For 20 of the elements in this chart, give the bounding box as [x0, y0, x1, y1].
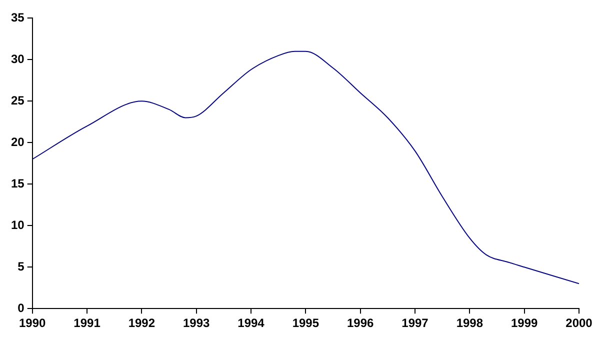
y-tick-label: 20	[10, 134, 25, 149]
x-tick-label: 1997	[402, 316, 429, 330]
x-tick-label: 1995	[292, 316, 320, 330]
y-tick-label: 30	[10, 52, 25, 66]
y-tick-label: 25	[10, 93, 25, 108]
line-series	[32, 50, 579, 284]
y-tick-label: 10	[10, 218, 25, 232]
y-tick-label: 0	[18, 300, 25, 315]
x-tick-label: 1990	[18, 316, 46, 330]
x-tick-label: 1994	[238, 316, 265, 330]
x-tick-label: 1998	[456, 316, 484, 330]
y-tick-label: 5	[18, 259, 25, 274]
x-tick-label: 2000	[566, 316, 593, 330]
x-tick-label: 1996	[346, 316, 374, 330]
x-tick-label: 1993	[182, 316, 210, 330]
x-tick-label: 1999	[510, 316, 538, 330]
y-tick-label: 35	[10, 10, 25, 25]
x-tick-label: 1992	[128, 316, 156, 330]
y-tick-label: 15	[10, 176, 25, 190]
x-tick-label: 1991	[74, 316, 101, 330]
